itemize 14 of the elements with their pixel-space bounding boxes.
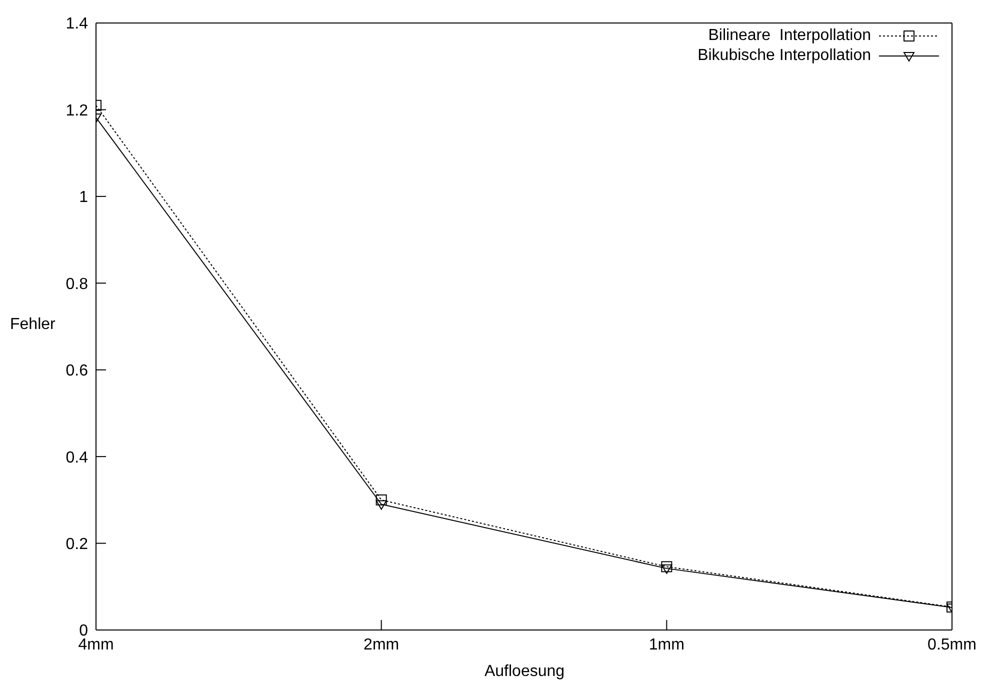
x-axis-title: Aufloesung (483, 663, 566, 681)
x-tick-label: 0.5mm (928, 636, 976, 654)
y-tick-label: 1 (79, 189, 88, 206)
y-tick-label: 0.6 (66, 362, 88, 380)
y-tick-label: 1.2 (66, 102, 88, 120)
x-tick-label: 1mm (648, 636, 684, 654)
y-axis-title: Fehler (10, 316, 56, 334)
y-tick-label: 0.4 (66, 449, 88, 466)
y-tick-label: 0.8 (66, 276, 88, 293)
legend-label: Bikubische Interpollation (698, 46, 871, 66)
y-tick-label: 0.2 (66, 536, 88, 553)
x-tick-label: 2mm (364, 636, 400, 654)
y-tick-label: 1.4 (66, 16, 88, 33)
legend-label: Bilineare Interpollation (708, 26, 871, 46)
